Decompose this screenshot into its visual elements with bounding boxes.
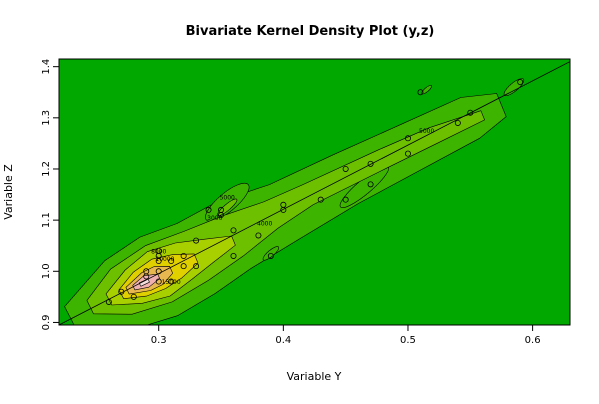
data-point xyxy=(193,237,200,244)
data-point xyxy=(130,293,137,300)
contour-label: 5000 xyxy=(220,195,235,202)
data-point xyxy=(143,273,150,280)
data-point xyxy=(367,160,374,167)
density-blob-level-2 xyxy=(217,198,238,216)
data-point xyxy=(317,196,324,203)
data-point xyxy=(180,263,187,270)
data-point xyxy=(517,79,524,86)
data-point xyxy=(417,89,424,96)
data-point xyxy=(168,258,175,265)
data-point xyxy=(467,109,474,116)
data-point xyxy=(280,206,287,213)
reference-line xyxy=(59,61,570,325)
x-axis: 0.3 0.4 0.5 0.6 xyxy=(151,325,541,346)
density-blob-level-1 xyxy=(205,182,250,222)
y-tick-label: 1.4 xyxy=(41,59,52,75)
contour-label: 15000 xyxy=(162,279,181,286)
y-tick-label: 1.3 xyxy=(41,110,52,126)
plot-area: 5000 3000 5000 4000 8000 15000 10000 xyxy=(58,58,571,326)
y-tick-label: 1.1 xyxy=(41,212,52,228)
contour-label: 3000 xyxy=(207,215,222,222)
data-point xyxy=(155,247,162,254)
x-tick-label: 0.3 xyxy=(151,335,167,346)
data-point xyxy=(205,206,212,213)
density-blob-level-1 xyxy=(421,85,432,95)
data-point xyxy=(404,135,411,142)
x-axis-label: Variable Y xyxy=(287,370,342,383)
x-tick-label: 0.6 xyxy=(525,335,541,346)
data-point xyxy=(218,212,225,219)
data-point xyxy=(342,165,349,172)
y-tick-label: 1.0 xyxy=(41,263,52,279)
y-tick-label: 0.9 xyxy=(41,314,52,330)
y-tick-label: 1.2 xyxy=(41,161,52,177)
data-point xyxy=(193,263,200,270)
data-point xyxy=(105,298,112,305)
density-layers: 5000 3000 5000 4000 8000 15000 10000 xyxy=(59,61,570,325)
chart-title: Bivariate Kernel Density Plot (y,z) xyxy=(186,24,435,39)
contour-label: 8000 xyxy=(151,248,166,255)
data-point xyxy=(267,252,274,259)
data-point xyxy=(342,196,349,203)
contour-label: 5000 xyxy=(419,128,434,135)
data-point xyxy=(255,232,262,239)
contour-label: 4000 xyxy=(257,220,272,227)
x-tick-label: 0.5 xyxy=(400,335,416,346)
data-point xyxy=(155,278,162,285)
data-point xyxy=(404,150,411,157)
y-axis: 0.9 1.0 1.1 1.2 1.3 1.4 xyxy=(41,59,59,330)
plot-frame xyxy=(58,58,571,326)
data-point xyxy=(155,268,162,275)
y-axis-label: Variable Z xyxy=(2,164,15,220)
data-point xyxy=(168,278,175,285)
contour-label: 10000 xyxy=(155,256,174,263)
data-point xyxy=(367,181,374,188)
data-point xyxy=(118,288,125,295)
data-point xyxy=(454,119,461,126)
data-point xyxy=(230,227,237,234)
x-tick-label: 0.4 xyxy=(275,335,291,346)
data-point xyxy=(180,252,187,259)
data-point xyxy=(230,252,237,259)
